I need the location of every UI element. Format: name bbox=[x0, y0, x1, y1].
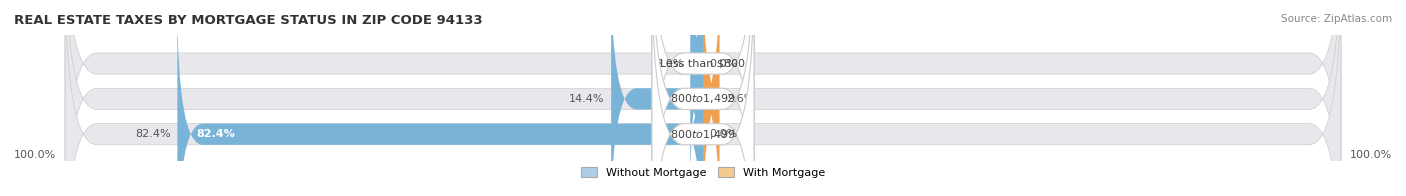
FancyBboxPatch shape bbox=[678, 0, 716, 194]
Text: $800 to $1,499: $800 to $1,499 bbox=[671, 128, 735, 141]
Text: Less than $800: Less than $800 bbox=[661, 59, 745, 69]
Text: Source: ZipAtlas.com: Source: ZipAtlas.com bbox=[1281, 14, 1392, 24]
FancyBboxPatch shape bbox=[652, 0, 754, 196]
FancyBboxPatch shape bbox=[65, 0, 1341, 196]
Text: 14.4%: 14.4% bbox=[569, 94, 605, 104]
Text: 100.0%: 100.0% bbox=[14, 150, 56, 160]
Text: 82.4%: 82.4% bbox=[197, 129, 235, 139]
Text: $800 to $1,499: $800 to $1,499 bbox=[671, 92, 735, 105]
FancyBboxPatch shape bbox=[65, 0, 1341, 196]
FancyBboxPatch shape bbox=[695, 0, 728, 196]
Text: 2.6%: 2.6% bbox=[725, 94, 755, 104]
Text: 0.0%: 0.0% bbox=[710, 59, 738, 69]
FancyBboxPatch shape bbox=[612, 0, 703, 196]
Text: 100.0%: 100.0% bbox=[1350, 150, 1392, 160]
Text: 0.0%: 0.0% bbox=[710, 129, 738, 139]
Text: REAL ESTATE TAXES BY MORTGAGE STATUS IN ZIP CODE 94133: REAL ESTATE TAXES BY MORTGAGE STATUS IN … bbox=[14, 14, 482, 27]
FancyBboxPatch shape bbox=[652, 0, 754, 196]
FancyBboxPatch shape bbox=[652, 0, 754, 196]
Text: 82.4%: 82.4% bbox=[135, 129, 172, 139]
FancyBboxPatch shape bbox=[65, 0, 1341, 196]
FancyBboxPatch shape bbox=[177, 4, 703, 196]
Legend: Without Mortgage, With Mortgage: Without Mortgage, With Mortgage bbox=[581, 167, 825, 178]
Text: 2.0%: 2.0% bbox=[655, 59, 683, 69]
